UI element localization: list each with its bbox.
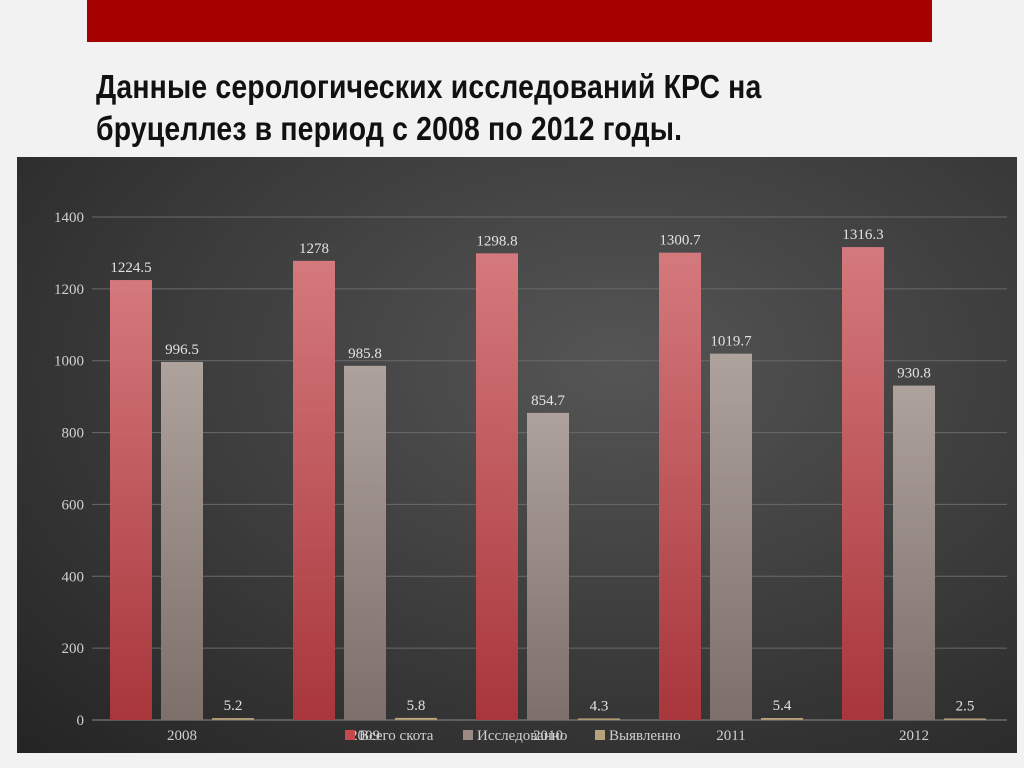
slide-title-line-2: бруцеллез в период с 2008 по 2012 годы.	[96, 110, 683, 147]
bar-chart: 0 200 400 600 800 1000 1200 1400 1224.5 996.5 5.2…	[54, 210, 1007, 744]
data-label: 1278	[299, 241, 329, 257]
bar-2012-series-1	[842, 247, 884, 720]
chart-panel: 0 200 400 600 800 1000 1200 1400 1224.5 996.5 5.2…	[17, 157, 1017, 753]
bar-2012-series-3	[944, 718, 986, 720]
bar-2011-series-1	[659, 252, 701, 720]
bar-2008-series-2	[161, 361, 203, 720]
x-category-label: 2011	[716, 728, 745, 744]
data-label: 1224.5	[110, 260, 151, 276]
data-label: 1019.7	[710, 334, 752, 350]
legend-swatch-3	[595, 730, 605, 740]
legend-swatch-2	[463, 730, 473, 740]
bar-2011-series-2	[710, 353, 752, 720]
bar-2009-series-3	[395, 717, 437, 720]
bar-2008-series-3	[212, 718, 254, 720]
bar-2011-series-3	[761, 718, 803, 720]
bar-2010-series-3	[578, 718, 620, 720]
data-label: 2.5	[956, 699, 975, 715]
data-label: 985.8	[348, 346, 382, 362]
bar-2010-series-2	[527, 412, 569, 720]
bar-2010-series-1	[476, 253, 518, 720]
bar-2009-series-2	[344, 365, 386, 720]
y-tick-label: 400	[62, 569, 85, 585]
slide-title: Данные серологических исследований КРС н…	[96, 66, 767, 150]
data-label: 5.4	[773, 698, 792, 714]
legend-label-1: Всего скота	[359, 728, 434, 744]
x-category-label: 2009	[350, 728, 380, 744]
data-label: 930.8	[897, 366, 931, 382]
data-label: 4.3	[590, 698, 609, 714]
y-tick-label: 800	[62, 426, 85, 442]
y-tick-label: 200	[62, 641, 85, 657]
data-label: 1300.7	[659, 233, 701, 249]
x-category-label: 2012	[899, 728, 929, 744]
x-category-label: 2008	[167, 728, 197, 744]
data-label: 996.5	[165, 342, 199, 358]
bar-2008-series-1	[110, 280, 152, 720]
y-tick-label: 1200	[54, 282, 84, 298]
y-tick-label: 0	[77, 713, 85, 729]
legend-swatch-1	[345, 730, 355, 740]
y-tick-label: 600	[62, 497, 85, 513]
y-tick-label: 1000	[54, 354, 84, 370]
data-label: 854.7	[531, 393, 565, 409]
bar-2012-series-2	[893, 385, 935, 720]
y-tick-label: 1400	[54, 210, 84, 226]
x-category-label: 2010	[533, 728, 563, 744]
data-label: 1316.3	[842, 227, 883, 243]
slide-title-line-1: Данные серологических исследований КРС н…	[96, 68, 762, 105]
legend-label-3: Выявленно	[609, 728, 681, 744]
legend-label-2: Исследованно	[477, 728, 567, 744]
accent-bar	[87, 0, 932, 42]
data-label: 5.2	[224, 698, 243, 714]
data-label: 5.8	[407, 698, 426, 714]
bar-2009-series-1	[293, 260, 335, 720]
data-label: 1298.8	[476, 233, 517, 249]
